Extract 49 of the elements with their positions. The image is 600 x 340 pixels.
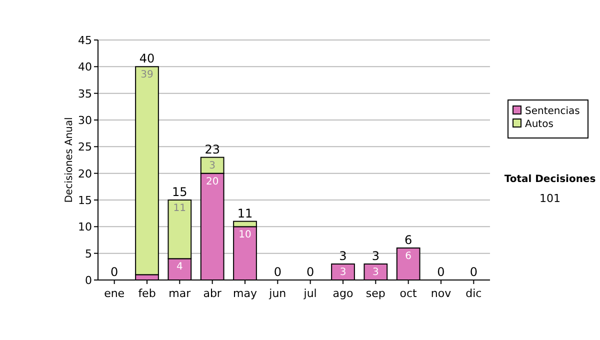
total-label: 0	[470, 265, 478, 279]
x-tick-label: jul	[302, 287, 317, 300]
total-label: 11	[237, 206, 253, 220]
y-tick-label: 0	[85, 274, 92, 287]
x-tick-label: oct	[400, 287, 418, 300]
total-label: 0	[306, 265, 314, 279]
total-label: 0	[274, 265, 282, 279]
y-tick-label: 45	[78, 34, 92, 47]
legend-label: Autos	[525, 119, 554, 130]
total-label: 3	[372, 249, 380, 263]
x-tick-label: ago	[332, 287, 354, 300]
data-label: 20	[206, 176, 219, 188]
y-tick-label: 30	[78, 114, 92, 127]
legend-label: Sentencias	[525, 106, 580, 117]
data-label: 11	[173, 203, 186, 214]
y-tick-label: 35	[78, 87, 92, 100]
data-label: 39	[140, 70, 154, 81]
x-tick-label: ene	[104, 287, 125, 300]
y-tick-label: 20	[78, 167, 92, 180]
x-tick-label: mar	[168, 287, 192, 300]
x-tick-label: may	[233, 287, 258, 300]
x-tick-label: feb	[138, 287, 156, 300]
data-label: 4	[176, 262, 183, 273]
x-tick-label: nov	[430, 287, 452, 300]
x-tick-label: sep	[366, 287, 386, 300]
x-tick-label: abr	[203, 287, 222, 300]
y-tick-label: 5	[85, 247, 92, 260]
text: 101	[540, 192, 560, 205]
text: Total Decisiones	[504, 174, 596, 185]
y-tick-label: 25	[78, 140, 92, 154]
y-tick-label: 10	[78, 220, 92, 234]
y-tick-label: 15	[78, 194, 92, 207]
y-tick-label: 40	[78, 60, 92, 74]
data-label: 6	[405, 251, 412, 262]
total-label: 3	[339, 249, 347, 263]
data-label: 3	[209, 160, 216, 172]
total-label: 23	[204, 142, 220, 156]
total-label: 0	[110, 265, 118, 279]
x-tick-label: jun	[268, 287, 286, 300]
data-label: 3	[340, 267, 346, 278]
total-label: 6	[404, 233, 412, 247]
total-label: 0	[437, 265, 445, 279]
total-label: 40	[139, 52, 155, 66]
total-label: 15	[172, 185, 188, 199]
y-axis-title: Decisiones Anual	[64, 117, 75, 203]
data-label: 10	[238, 230, 252, 241]
bar	[135, 66, 159, 276]
data-label: 3	[372, 267, 379, 278]
x-tick-label: dic	[466, 287, 482, 300]
